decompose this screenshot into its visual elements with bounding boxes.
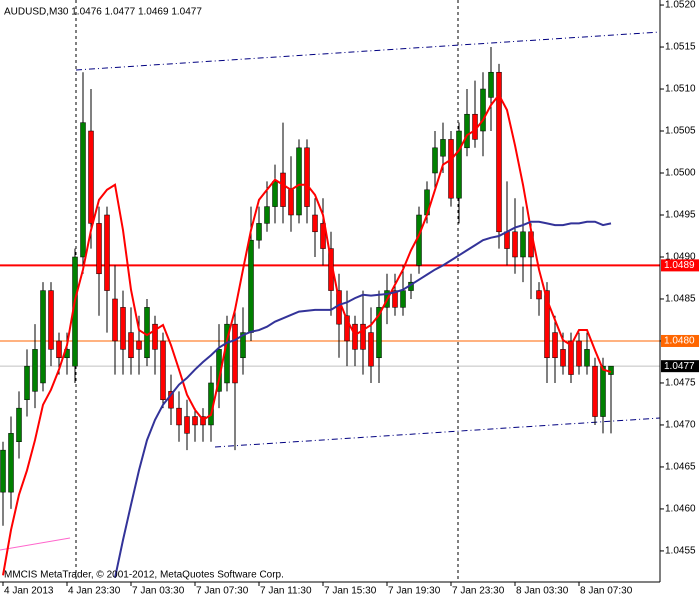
y-tick-label: 1.0500 bbox=[665, 168, 696, 179]
trend-line bbox=[0, 537, 71, 551]
candle-body bbox=[280, 172, 286, 207]
candle-body bbox=[344, 315, 350, 342]
candle-body bbox=[56, 340, 62, 359]
candle-body bbox=[552, 332, 558, 359]
candle-body bbox=[576, 340, 582, 367]
candle-body bbox=[560, 349, 566, 367]
x-tick-label: 4 Jan 23:30 bbox=[68, 586, 121, 597]
price-level-label: 1.0477 bbox=[664, 361, 695, 372]
candle-body bbox=[376, 307, 382, 359]
candle-body bbox=[400, 290, 406, 308]
price-level-box bbox=[661, 259, 699, 272]
candle-body bbox=[592, 365, 598, 417]
candle-body bbox=[368, 332, 374, 367]
channel-line bbox=[214, 417, 661, 448]
candle-body bbox=[112, 298, 118, 342]
moving-average bbox=[114, 220, 612, 579]
candle-body bbox=[536, 290, 542, 300]
price-level-box bbox=[661, 360, 699, 373]
candle-body bbox=[264, 206, 270, 224]
x-tick-label: 7 Jan 11:30 bbox=[260, 586, 312, 597]
candle-body bbox=[312, 214, 318, 233]
price-level-label: 1.0480 bbox=[664, 336, 695, 347]
candle-body bbox=[192, 416, 198, 426]
candle-body bbox=[128, 332, 134, 359]
candle-body bbox=[96, 223, 102, 275]
y-tick-label: 1.0470 bbox=[665, 420, 696, 431]
candle-body bbox=[184, 416, 190, 434]
candle-body bbox=[88, 130, 94, 224]
candle-body bbox=[568, 340, 574, 375]
candle-body bbox=[440, 139, 446, 157]
y-tick-label: 1.0465 bbox=[665, 462, 696, 473]
footer: MMCIS MetaTrader, © 2001-2012, MetaQuote… bbox=[4, 570, 284, 581]
price-level-box bbox=[661, 334, 699, 347]
y-tick-label: 1.0490 bbox=[665, 252, 696, 263]
candle-body bbox=[232, 323, 238, 384]
candle-body bbox=[32, 349, 38, 392]
candle-body bbox=[512, 231, 518, 258]
candle-body bbox=[584, 349, 590, 367]
candle-body bbox=[496, 71, 502, 233]
candle-body bbox=[464, 113, 470, 149]
candle-body bbox=[176, 407, 182, 426]
candle-body bbox=[288, 189, 294, 216]
candle-body bbox=[248, 239, 254, 333]
candle-body bbox=[104, 214, 110, 291]
y-tick-label: 1.0515 bbox=[665, 42, 696, 53]
candle-body bbox=[608, 365, 614, 375]
candle-body bbox=[80, 122, 86, 258]
candle-body bbox=[352, 323, 358, 350]
candle-body bbox=[240, 332, 246, 359]
x-tick-label: 8 Jan 03:30 bbox=[516, 586, 569, 597]
y-tick-label: 1.0505 bbox=[665, 126, 696, 137]
candle-body bbox=[520, 231, 526, 258]
candle-body bbox=[320, 223, 326, 249]
candle-body bbox=[504, 231, 510, 249]
candle-body bbox=[40, 290, 46, 384]
candle-body bbox=[456, 130, 462, 199]
candle-body bbox=[432, 147, 438, 174]
candle-body bbox=[448, 139, 454, 199]
candle-body bbox=[256, 223, 262, 241]
y-tick-label: 1.0510 bbox=[665, 84, 696, 95]
candle-body bbox=[480, 88, 486, 132]
candle-body bbox=[272, 181, 278, 207]
candle-body bbox=[144, 307, 150, 359]
x-tick-label: 7 Jan 19:30 bbox=[388, 586, 441, 597]
candle-body bbox=[488, 71, 494, 98]
y-tick-label: 1.0460 bbox=[665, 504, 696, 515]
candle-body bbox=[0, 449, 6, 493]
candle-body bbox=[16, 407, 22, 442]
x-tick-label: 8 Jan 07:30 bbox=[580, 586, 633, 597]
y-tick-label: 1.0495 bbox=[665, 210, 696, 221]
candle-body bbox=[392, 290, 398, 308]
candle-body bbox=[136, 340, 142, 350]
x-tick-label: 7 Jan 15:30 bbox=[324, 586, 377, 597]
price-level-label: 1.0489 bbox=[664, 260, 695, 271]
x-tick-label: 4 Jan 2013 bbox=[4, 586, 54, 597]
candle-body bbox=[360, 323, 366, 350]
candle-body bbox=[160, 340, 166, 401]
candle-body bbox=[304, 147, 310, 207]
x-tick-label: 7 Jan 07:30 bbox=[196, 586, 249, 597]
candle-body bbox=[152, 323, 158, 350]
y-tick-label: 1.0485 bbox=[665, 294, 696, 305]
candle-body bbox=[48, 290, 54, 350]
x-tick-label: 7 Jan 23:30 bbox=[452, 586, 505, 597]
y-tick-label: 1.0455 bbox=[665, 546, 696, 557]
x-tick-label: 7 Jan 03:30 bbox=[132, 586, 185, 597]
y-tick-label: 1.0475 bbox=[665, 378, 696, 389]
candle-body bbox=[8, 433, 14, 493]
y-tick-label: 1.0520 bbox=[665, 0, 696, 11]
candle-body bbox=[120, 307, 126, 350]
candle-body bbox=[24, 365, 30, 401]
candle-body bbox=[168, 391, 174, 409]
candle-body bbox=[296, 147, 302, 216]
moving-average bbox=[2, 93, 612, 576]
candle-body bbox=[600, 365, 606, 417]
candle-body bbox=[544, 290, 550, 359]
chart-title: AUDUSD,M30 1.0476 1.0477 1.0469 1.0477 bbox=[4, 7, 202, 18]
